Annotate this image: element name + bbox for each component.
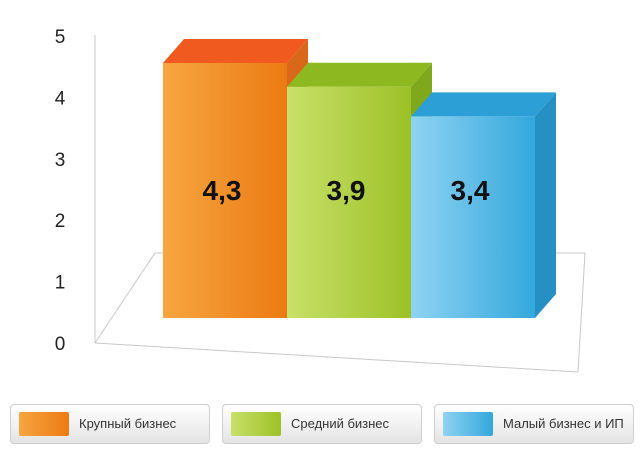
data-labels: 4,3 3,9 3,4 <box>203 175 490 206</box>
bar-front-face <box>163 63 287 319</box>
floor-left-edge <box>94 252 156 344</box>
y-tick-label: 5 <box>55 27 66 48</box>
data-label-small-business: 3,4 <box>451 175 490 206</box>
legend-item-large-business: Крупный бизнес <box>10 404 210 444</box>
bar-top-face <box>163 39 308 64</box>
bar-top-face <box>287 62 432 87</box>
floor-right-edge <box>577 252 586 373</box>
legend-item-medium-business: Средний бизнес <box>222 404 422 444</box>
legend-item-small-business: Малый бизнес и ИП <box>434 404 634 444</box>
data-label-large-business: 4,3 <box>203 175 242 206</box>
data-label-medium-business: 3,9 <box>327 175 366 206</box>
y-tick-label: 0 <box>55 334 66 355</box>
bar-chart: 0 1 2 3 4 5 4,3 3,9 3,4 <box>55 27 586 373</box>
bar-small-business <box>411 92 556 318</box>
y-tick-label: 3 <box>55 150 66 171</box>
y-axis-ticks: 0 1 2 3 4 5 <box>55 27 66 355</box>
legend-label: Средний бизнес <box>291 416 390 431</box>
y-tick-label: 4 <box>55 88 66 109</box>
legend-swatch-orange <box>19 412 69 436</box>
y-tick-label: 1 <box>55 273 66 294</box>
legend-label: Малый бизнес и ИП <box>503 416 624 431</box>
legend-label: Крупный бизнес <box>79 416 177 431</box>
bar-front-face <box>411 116 535 318</box>
y-tick-label: 2 <box>55 211 66 232</box>
floor-front-edge <box>94 342 579 373</box>
bar-side-face <box>535 92 556 318</box>
bars <box>163 39 556 319</box>
bar-front-face <box>287 86 411 318</box>
bar-top-face <box>411 92 556 117</box>
legend: Крупный бизнес Средний бизнес Малый бизн… <box>10 404 635 446</box>
legend-swatch-green <box>231 412 281 436</box>
legend-swatch-blue <box>443 412 493 436</box>
